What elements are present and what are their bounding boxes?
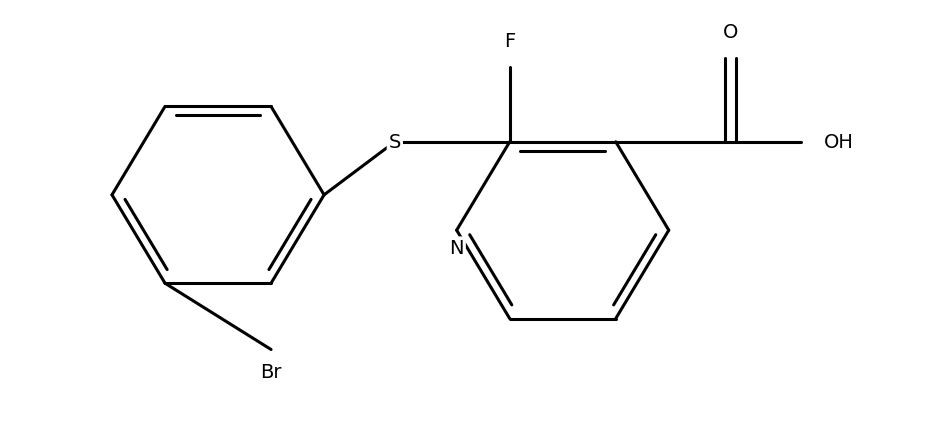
Text: O: O (723, 23, 738, 42)
Text: N: N (450, 239, 464, 258)
Text: OH: OH (823, 133, 854, 152)
Text: F: F (504, 32, 516, 51)
Text: S: S (388, 133, 401, 152)
Text: Br: Br (261, 362, 282, 381)
